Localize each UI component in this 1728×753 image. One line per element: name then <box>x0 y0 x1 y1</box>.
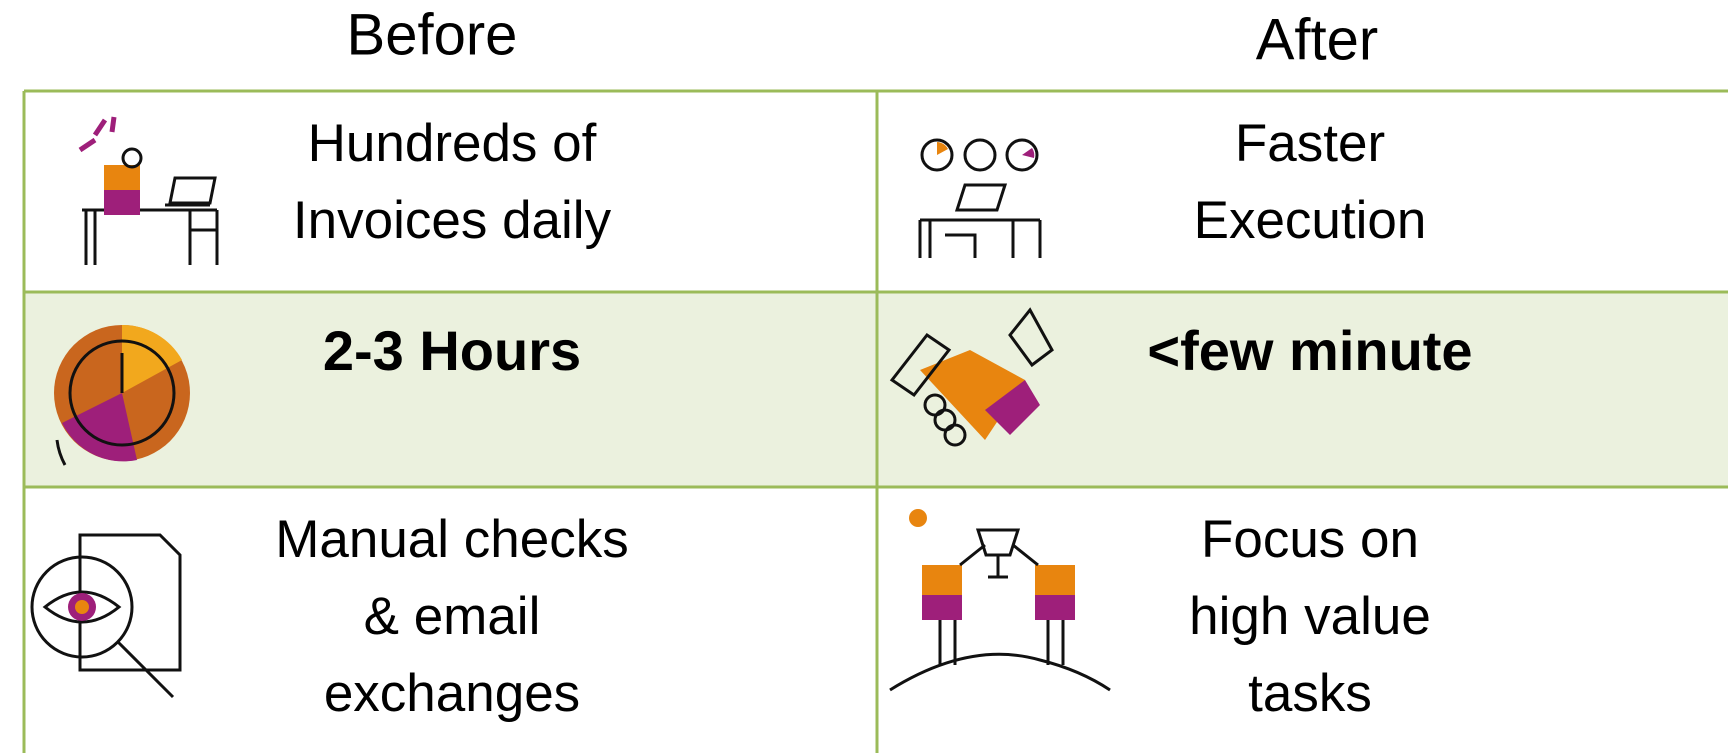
cell-text: Hundreds of <box>308 114 597 173</box>
icon-team-trophy <box>889 509 1111 692</box>
icon-busy-worker <box>78 116 219 265</box>
cell-text: tasks <box>1248 664 1372 723</box>
icon-handshake <box>889 307 1054 447</box>
table-borders <box>22 89 1728 753</box>
cell-text: <few minute <box>1147 319 1472 382</box>
icon-clock <box>54 324 190 466</box>
cell-text: Invoices daily <box>293 191 612 250</box>
cell-text: & email <box>364 587 541 646</box>
cell-text: Manual checks <box>275 510 629 569</box>
header-after: After <box>1256 7 1379 72</box>
header-before: Before <box>347 2 518 67</box>
cell-text: Focus on <box>1201 510 1419 569</box>
icon-desk-clocks <box>918 138 1042 258</box>
cell-text: Faster <box>1235 114 1385 173</box>
cell-text: 2-3 Hours <box>323 319 581 382</box>
cell-text: exchanges <box>324 664 580 723</box>
cell-text: high value <box>1189 587 1431 646</box>
cell-text: Execution <box>1194 191 1427 250</box>
icon-inspect <box>30 533 182 699</box>
